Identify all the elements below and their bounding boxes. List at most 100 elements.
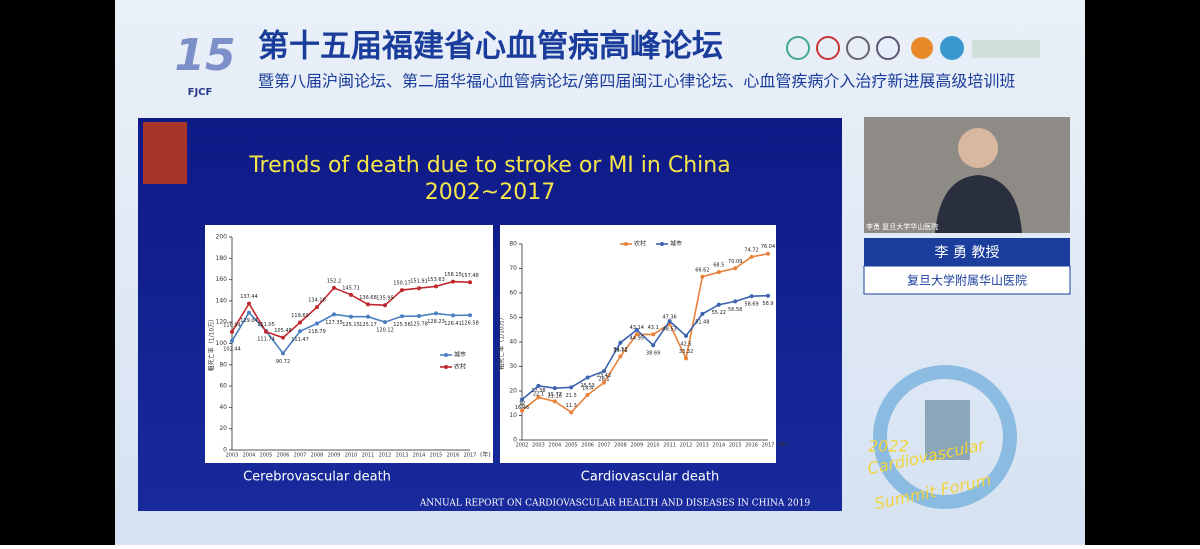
video-person	[958, 128, 998, 168]
data-label: 43.1	[648, 325, 659, 331]
y-tick-label: 70	[509, 265, 517, 272]
x-tick-label: 2010	[647, 443, 660, 449]
data-label: 34.12	[613, 347, 627, 353]
data-label: 55.22	[712, 310, 726, 316]
logo-number: 15	[174, 30, 235, 81]
y-tick-label: 160	[216, 276, 228, 283]
x-tick-label: 2008	[614, 443, 627, 449]
subtitle: 暨第八届沪闽论坛、第二届华福心血管病论坛/第四届闽江心律论坛、心血管疾病介入治疗…	[258, 72, 1015, 91]
point	[400, 288, 404, 293]
series-line	[521, 252, 769, 414]
data-label: 126.58	[461, 321, 479, 327]
x-tick-label: 2006	[581, 443, 594, 449]
data-label: 126.41	[444, 321, 462, 327]
x-tick-label: 2009	[630, 443, 643, 449]
data-label: 111.74	[257, 336, 275, 342]
y-tick-label: 0	[513, 437, 517, 444]
point	[264, 329, 268, 334]
data-label: 134.16	[308, 298, 326, 304]
y-tick-label: 180	[216, 255, 228, 262]
data-label: 152.2	[327, 278, 341, 284]
data-label: 125.56	[393, 322, 411, 328]
data-label: 105.48	[274, 328, 292, 334]
point	[667, 319, 672, 324]
x-tick-label: 2003	[226, 453, 239, 459]
point	[434, 284, 438, 289]
point	[766, 251, 770, 256]
series-line	[521, 294, 769, 401]
point	[366, 314, 370, 319]
point	[536, 395, 541, 400]
data-label: 56.58	[728, 307, 742, 313]
point	[618, 354, 623, 359]
point	[684, 356, 688, 361]
y-tick-label: 60	[509, 290, 517, 297]
point	[520, 408, 524, 413]
slide-footer: ANNUAL REPORT ON CARDIOVASCULAR HEALTH A…	[419, 499, 811, 509]
point	[733, 266, 738, 271]
x-tick-label: 2009	[328, 453, 341, 459]
point	[332, 312, 336, 317]
legend-label: 农村	[454, 363, 466, 371]
point	[383, 303, 387, 308]
x-tick-label: 2003	[532, 443, 545, 449]
y-tick-label: 40	[219, 404, 227, 411]
data-label: 157.48	[461, 273, 479, 279]
point	[585, 375, 590, 380]
y-tick-label: 0	[223, 447, 227, 454]
point	[298, 320, 302, 325]
data-label: 16.46	[515, 405, 529, 411]
legend-label: 城市	[670, 240, 682, 248]
data-label: 43.14	[630, 325, 644, 331]
x-tick-label: 2006	[277, 453, 290, 459]
x-tick-label: 2004	[548, 443, 561, 449]
point	[536, 383, 541, 388]
x-tick-label: 2010	[345, 453, 358, 459]
data-label: 127.35	[325, 320, 343, 326]
y-tick-label: 140	[216, 297, 228, 304]
point	[634, 327, 639, 332]
data-label: 12	[519, 401, 525, 407]
data-label: 28.1	[598, 377, 609, 383]
chart-panel	[205, 225, 493, 463]
x-tick-label: 2015	[729, 443, 742, 449]
y-tick-label: 60	[219, 383, 227, 390]
data-label: 21.5	[566, 393, 577, 399]
name-banner	[864, 238, 1070, 266]
data-label: 11.3	[566, 403, 577, 409]
data-label: 74.72	[744, 247, 758, 253]
point	[247, 301, 251, 306]
x-tick-label: 2005	[565, 443, 578, 449]
speaker-name: 李 勇 教授	[935, 245, 1000, 261]
data-label: 66.62	[695, 267, 709, 273]
point	[700, 311, 705, 316]
point	[298, 329, 302, 334]
point	[281, 351, 285, 356]
data-label: 51.48	[695, 319, 709, 325]
data-label: 111.05	[257, 322, 275, 328]
point	[602, 380, 606, 385]
x-tick-label: 2012	[680, 443, 693, 449]
data-label: 135.95	[376, 296, 394, 302]
point	[700, 274, 705, 279]
data-label: 125.17	[359, 322, 377, 328]
point	[434, 311, 438, 316]
data-label: 151.91	[410, 279, 428, 285]
point	[349, 314, 353, 319]
data-label: 150.17	[393, 281, 411, 287]
legend-label: 农村	[634, 240, 646, 248]
point	[602, 369, 606, 374]
point	[585, 392, 590, 397]
legend-swatch	[660, 242, 664, 246]
y-tick-label: 120	[216, 319, 228, 326]
point	[230, 338, 234, 343]
x-tick-label: 2013	[696, 443, 709, 449]
y-tick-label: 20	[219, 425, 227, 432]
x-tick-label: 2008	[311, 453, 324, 459]
data-label: 21.16	[548, 394, 562, 400]
point	[651, 332, 656, 337]
y-axis-label: 粗死亡率（1/10万）	[208, 316, 216, 371]
x-tick-label: 2013	[396, 453, 409, 459]
data-label: 58.69	[744, 302, 758, 308]
title: 第十五届福建省心血管病高峰论坛	[258, 29, 723, 65]
